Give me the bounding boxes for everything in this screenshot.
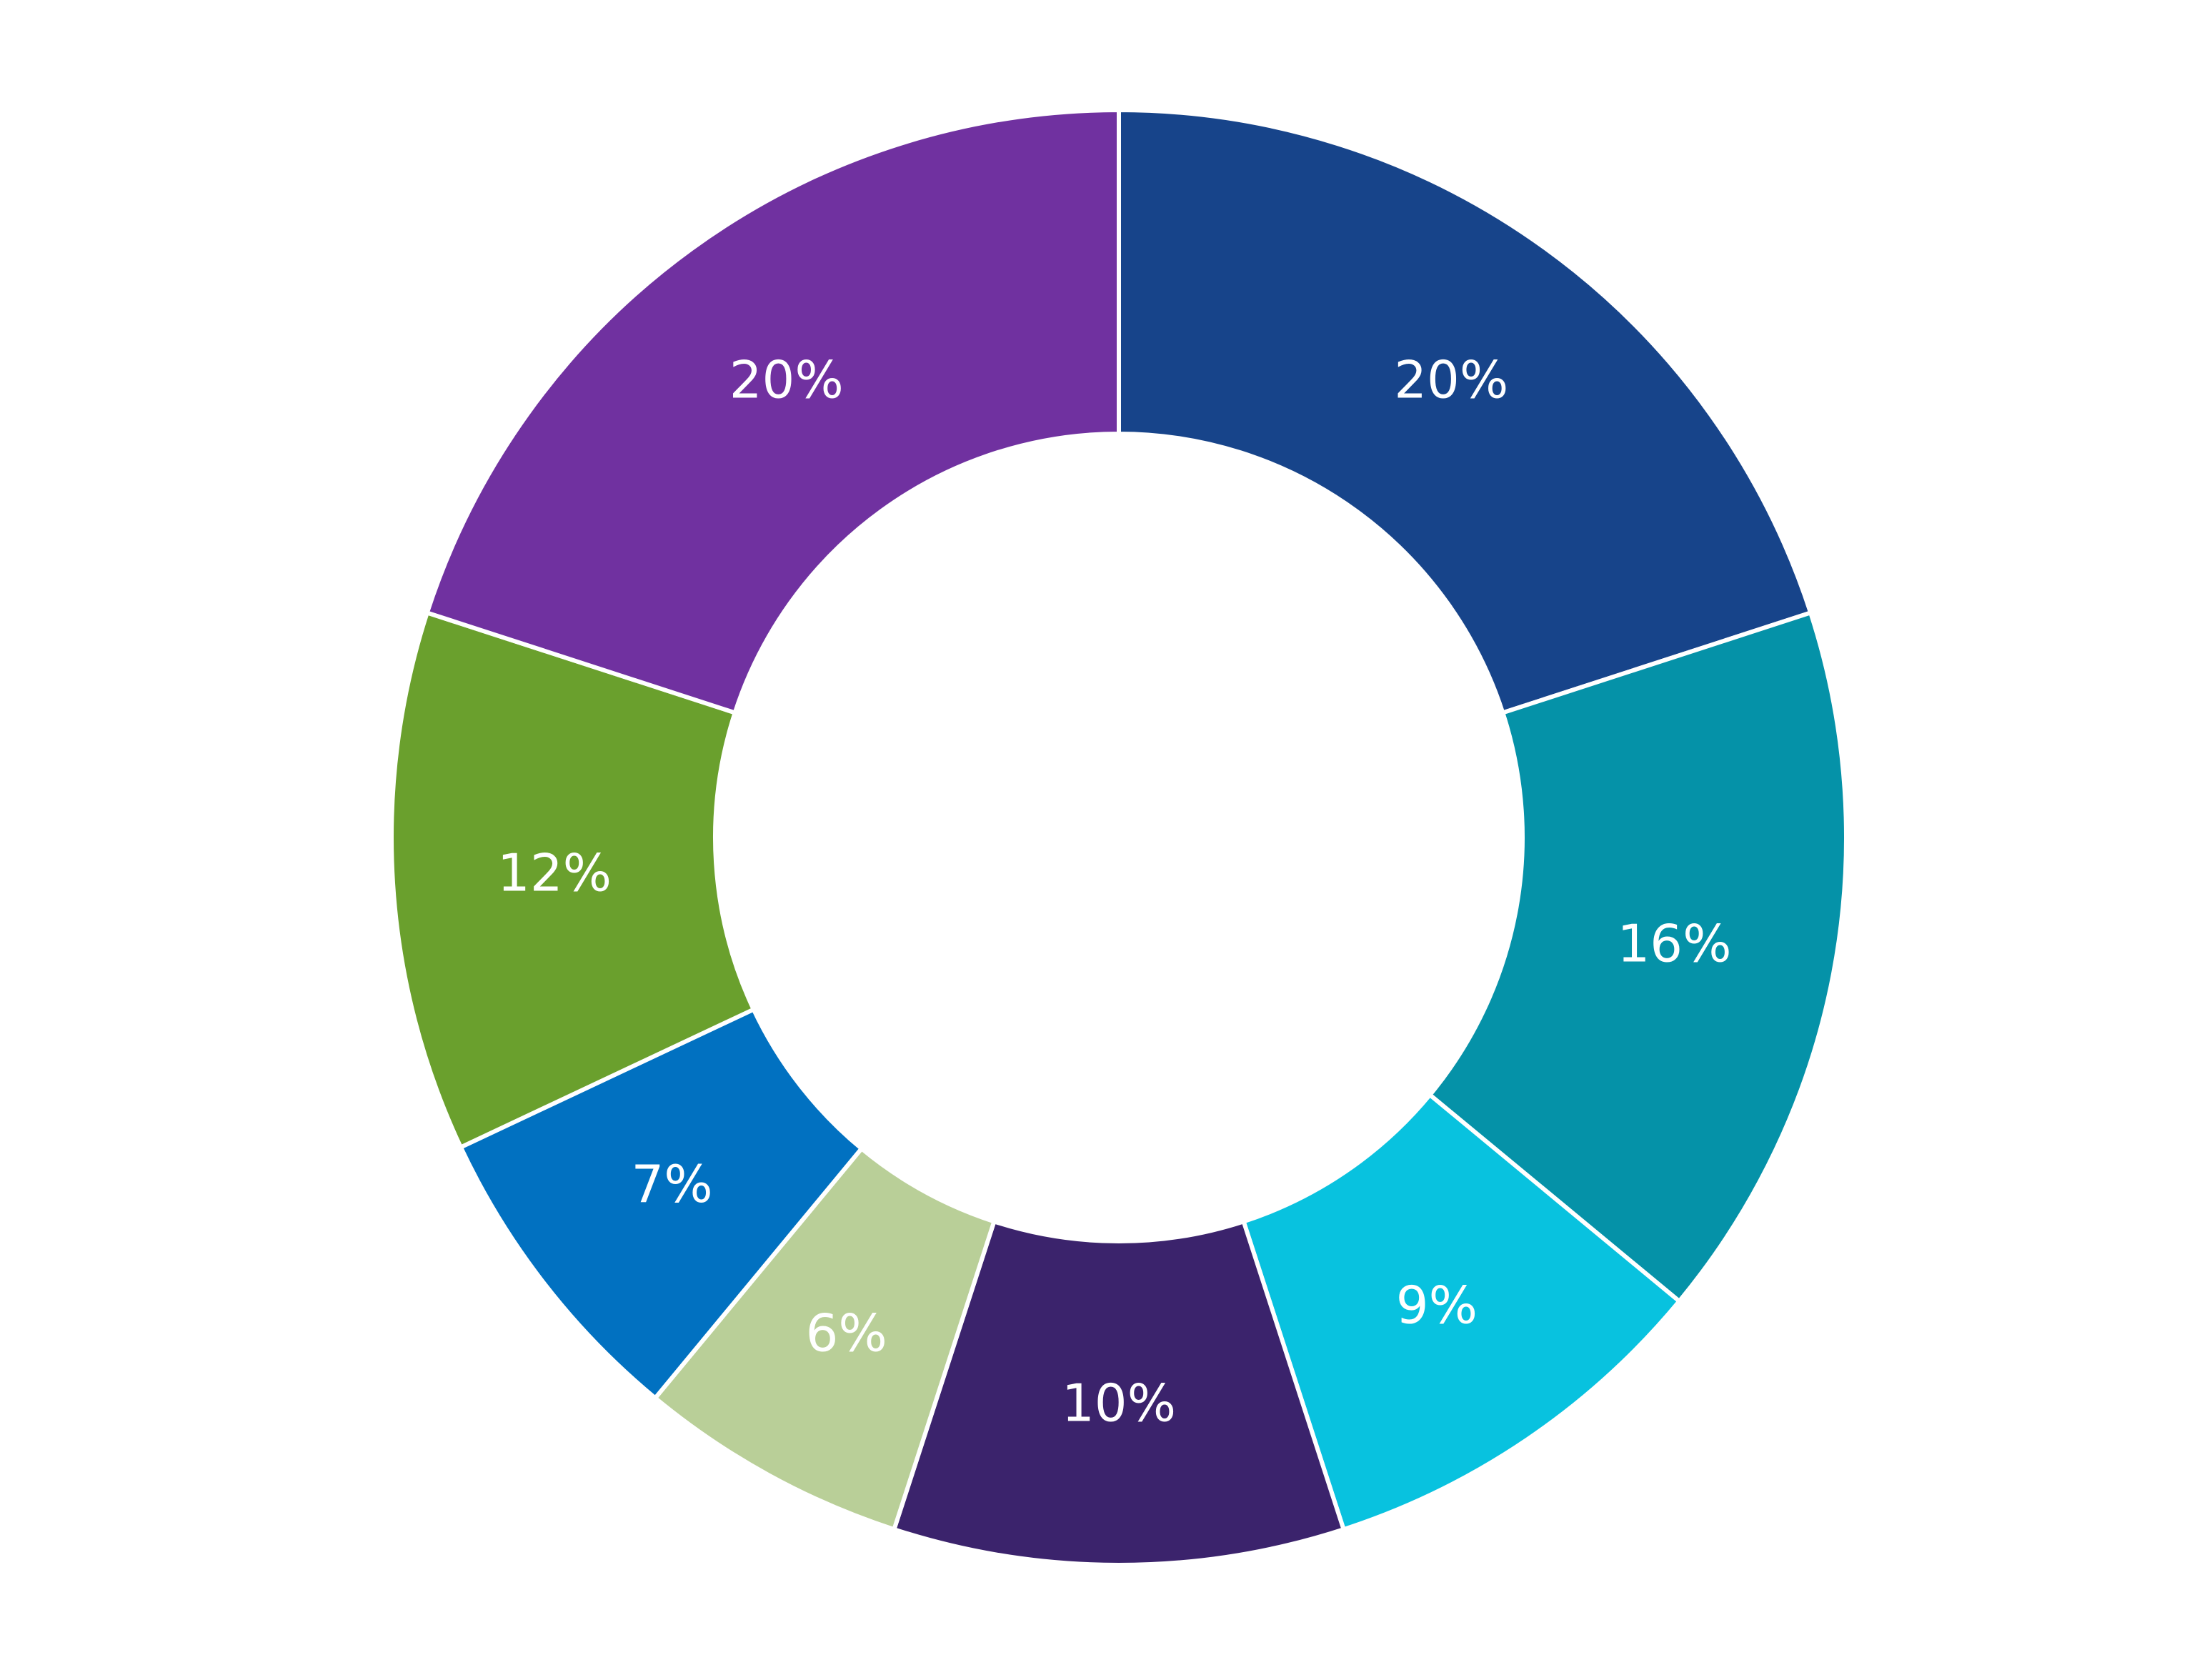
donut-slices: [389, 107, 1848, 1567]
donut-slice-3: [1240, 1091, 1683, 1532]
slice-label-5: 6%: [806, 1303, 887, 1363]
donut-labels: 20% 16% 9% 10% 6% 7% 12% 20%: [497, 350, 1731, 1433]
slice-label-3: 9%: [1396, 1276, 1478, 1336]
slice-label-8: 20%: [729, 350, 844, 410]
slice-label-4: 10%: [1062, 1373, 1176, 1433]
donut-slice-7: [389, 610, 757, 1150]
donut-slice-8: [424, 107, 1121, 716]
slice-label-6: 7%: [631, 1154, 712, 1214]
slice-label-2: 16%: [1617, 913, 1731, 973]
donut-slice-4: [891, 1218, 1347, 1567]
donut-slice-1: [1117, 107, 1813, 716]
slice-label-7: 12%: [497, 843, 612, 903]
donut-slice-2: [1427, 610, 1848, 1305]
slice-label-1: 20%: [1394, 350, 1508, 410]
